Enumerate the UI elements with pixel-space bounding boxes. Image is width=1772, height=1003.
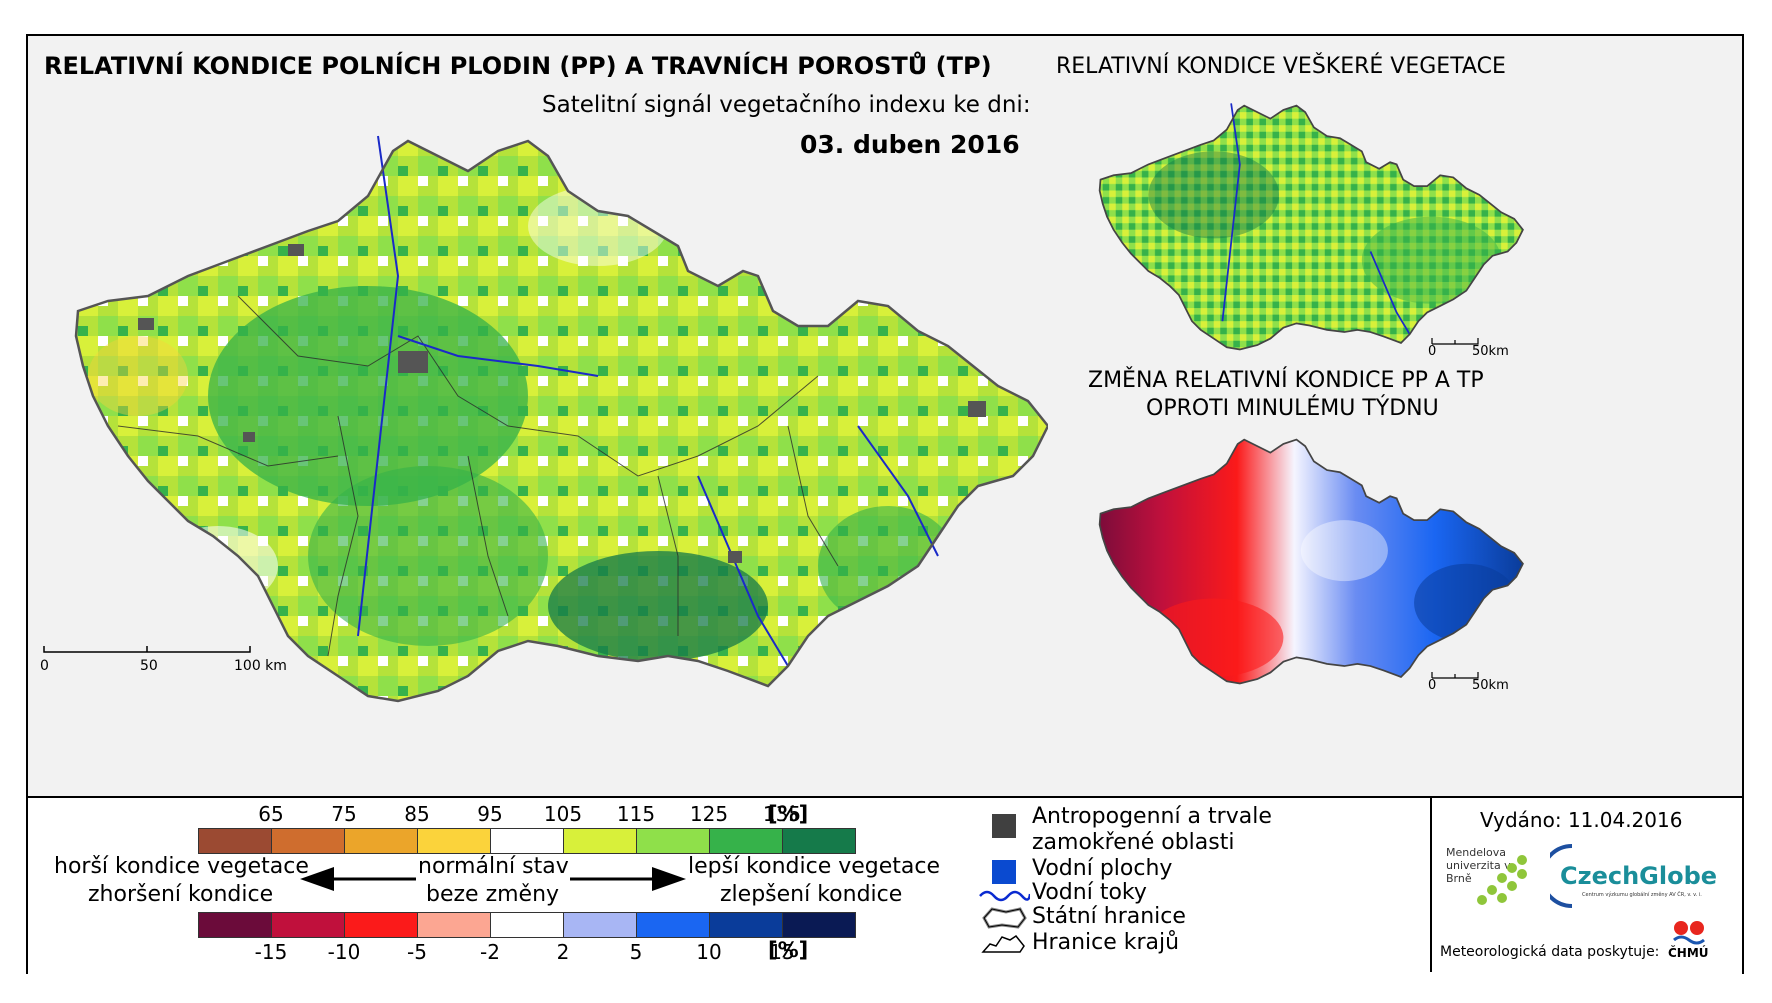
issued-date-label: Vydáno: 11.04.2016	[1480, 808, 1683, 832]
figure-frame: RELATIVNÍ KONDICE POLNÍCH PLODIN (PP) A …	[26, 34, 1744, 974]
czechglobe-logo-text: CzechGlobe	[1560, 862, 1718, 890]
condition-tick-label: 75	[331, 802, 357, 826]
change-color-swatch	[709, 912, 783, 938]
change-tick-label: -5	[407, 940, 427, 964]
change-color-swatch	[563, 912, 637, 938]
issued-box: Vydáno: 11.04.2016 Mendelova univerzita …	[1430, 798, 1744, 972]
symbol-rivers-label: Vodní toky	[1032, 880, 1147, 905]
condition-color-swatch	[782, 828, 856, 854]
condition-color-bar	[198, 828, 856, 854]
change-color-bar	[198, 912, 856, 938]
condition-color-swatch	[198, 828, 272, 854]
river-line-icon	[979, 890, 1030, 902]
change-color-swatch	[344, 912, 418, 938]
worse-change-label: zhoršení kondice	[88, 882, 274, 907]
right-arrow-icon	[570, 867, 686, 891]
symbol-anthropogenic-label-2: zamokřené oblasti	[1032, 830, 1235, 855]
better-change-label: zlepšení kondice	[720, 882, 903, 907]
symbol-water-bodies-label: Vodní plochy	[1032, 856, 1173, 881]
change-map-title-line2: OPROTI MINULÉMU TÝDNU	[1146, 396, 1439, 421]
condition-color-swatch	[344, 828, 418, 854]
change-color-swatch	[198, 912, 272, 938]
mendel-logo-icon	[1477, 855, 1527, 905]
condition-tick-label: 115	[616, 802, 656, 826]
condition-color-swatch	[636, 828, 710, 854]
condition-tick-label: 105	[543, 802, 583, 826]
veg-scale-label-50: 50km	[1472, 344, 1509, 359]
change-tick-label: -15	[254, 940, 288, 964]
region-border-icon	[981, 934, 1025, 953]
met-data-label: Meteorologická data poskytuje:	[1440, 944, 1660, 960]
change-tick-label: -10	[327, 940, 361, 964]
change-color-swatch	[417, 912, 491, 938]
state-border-icon	[982, 907, 1027, 929]
symbol-region-border-label: Hranice krajů	[1032, 930, 1180, 955]
main-scale-label-0: 0	[40, 658, 49, 674]
condition-tick-label: 65	[258, 802, 284, 826]
mendel-logo-text: Mendelova univerzita v Brně	[1446, 846, 1511, 885]
main-scale-label-100: 100 km	[234, 658, 287, 674]
grey-square-icon	[992, 814, 1016, 838]
change-tick-label: -2	[480, 940, 500, 964]
condition-change-map	[1098, 438, 1524, 685]
change-color-swatch	[636, 912, 710, 938]
condition-tick-label: 125	[689, 802, 729, 826]
condition-tick-label: 85	[404, 802, 430, 826]
condition-color-swatch	[709, 828, 783, 854]
worse-condition-label: horší kondice vegetace	[54, 854, 309, 879]
condition-color-swatch	[490, 828, 564, 854]
maps-area: RELATIVNÍ KONDICE POLNÍCH PLODIN (PP) A …	[28, 36, 1742, 796]
change-unit-label: [%]	[768, 938, 809, 962]
symbol-anthropogenic-label-1: Antropogenní a trvale	[1032, 804, 1272, 829]
condition-color-swatch	[271, 828, 345, 854]
change-color-swatch	[271, 912, 345, 938]
main-map-title: RELATIVNÍ KONDICE POLNÍCH PLODIN (PP) A …	[44, 52, 992, 80]
left-arrow-icon	[300, 867, 416, 891]
main-scale-bar	[43, 646, 251, 653]
condition-tick-label: 95	[477, 802, 503, 826]
chmu-logo-text: ČHMÚ	[1668, 946, 1709, 960]
change-map-title-line1: ZMĚNA RELATIVNÍ KONDICE PP A TP	[1088, 368, 1484, 393]
legend-area: 65 75 85 95 105 115 125 135 [%] horší kondice v…	[28, 796, 1742, 974]
change-tick-label: 15	[769, 940, 795, 964]
change-tick-label: 5	[629, 940, 643, 964]
veg-scale-bar	[1431, 338, 1479, 345]
condition-tick-label: 135	[762, 802, 802, 826]
change-tick-label: 2	[556, 940, 570, 964]
change-color-swatch	[490, 912, 564, 938]
normal-state-label: normální stav	[418, 854, 569, 879]
main-scale-label-50: 50	[140, 658, 158, 674]
change-scale-label-50: 50km	[1472, 678, 1509, 693]
change-scale-label-0: 0	[1428, 678, 1437, 693]
symbol-state-border-label: Státní hranice	[1032, 904, 1186, 929]
chmu-logo-icon	[1673, 921, 1705, 945]
change-tick-label: 10	[696, 940, 722, 964]
veg-scale-label-0: 0	[1428, 344, 1437, 359]
czechglobe-logo-subtitle: Centrum výzkumu globální změny AV ČR, v.…	[1582, 892, 1702, 898]
no-change-label: beze změny	[426, 882, 560, 907]
main-map-date: 03. duben 2016	[800, 130, 1020, 159]
vegetation-condition-map	[1098, 103, 1524, 351]
czechglobe-logo-icon	[1550, 844, 1573, 908]
condition-color-swatch	[563, 828, 637, 854]
main-condition-map	[74, 135, 1048, 703]
better-condition-label: lepší kondice vegetace	[688, 854, 941, 879]
change-scale-bar	[1431, 672, 1479, 679]
veg-map-title: RELATIVNÍ KONDICE VEŠKERÉ VEGETACE	[1056, 54, 1506, 79]
change-color-swatch	[782, 912, 856, 938]
blue-square-icon	[992, 860, 1016, 884]
main-map-subtitle: Satelitní signál vegetačního indexu ke d…	[542, 92, 1031, 118]
condition-unit-label: [%]	[768, 802, 809, 826]
condition-color-swatch	[417, 828, 491, 854]
